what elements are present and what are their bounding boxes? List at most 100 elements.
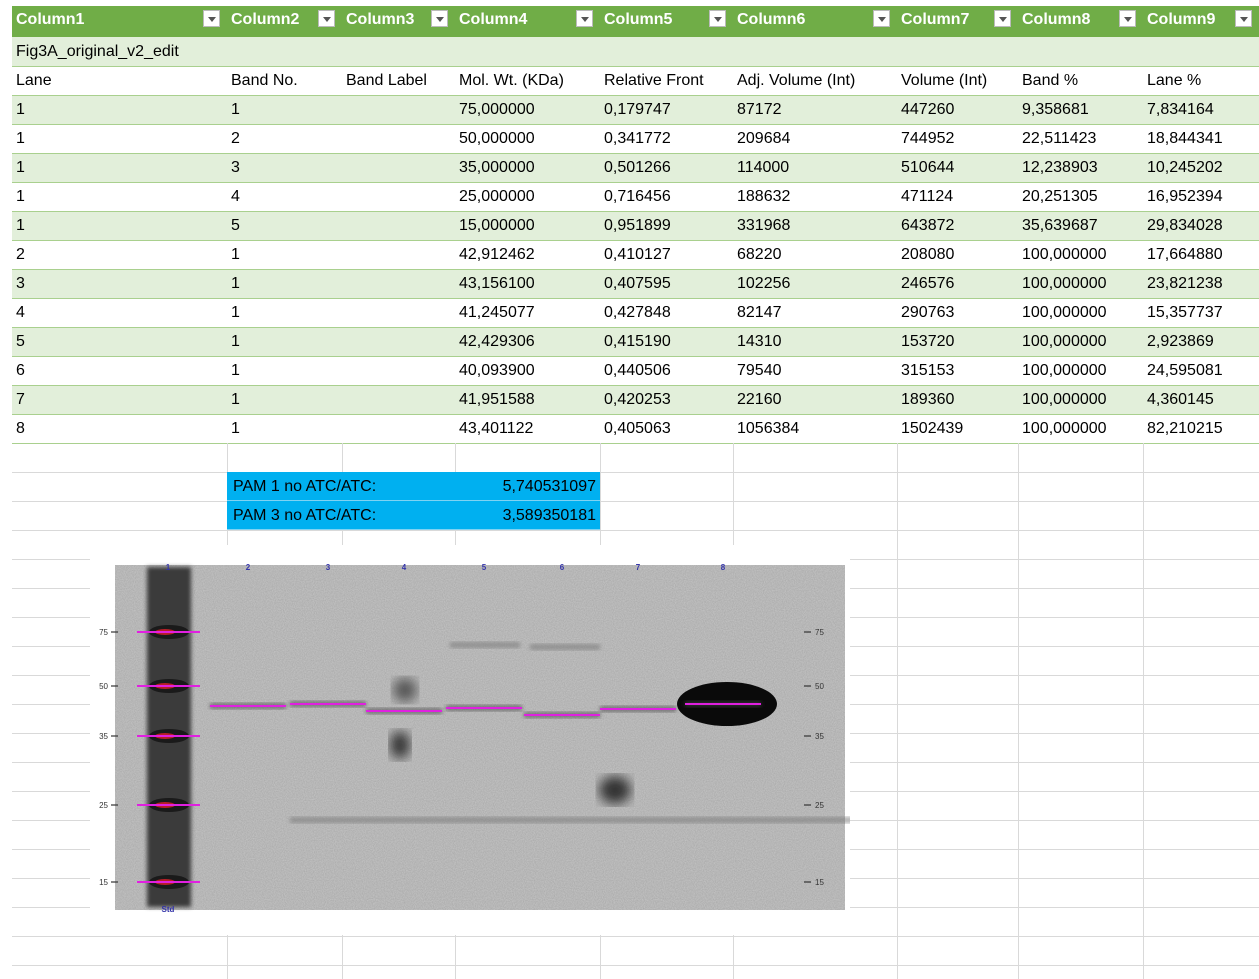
filter-button[interactable] — [994, 10, 1011, 27]
filter-button[interactable] — [873, 10, 890, 27]
table-cell: 15,000000 — [455, 211, 535, 240]
table-cell: 6 — [12, 356, 25, 385]
table-cell: 209684 — [733, 124, 790, 153]
table-cell: 4 — [12, 298, 25, 327]
row-line — [12, 965, 1259, 966]
table-cell: 15,357737 — [1143, 298, 1223, 327]
table-cell: 1 — [12, 124, 25, 153]
spreadsheet: {"header":{"columns":["Column1","Column2… — [0, 0, 1259, 979]
marker-label: 15 — [815, 878, 824, 887]
table-cell: 153720 — [897, 327, 954, 356]
std-label: Std — [162, 905, 175, 914]
table-cell: 246576 — [897, 269, 954, 298]
table-cell: 4 — [227, 182, 240, 211]
table-cell: 1 — [227, 414, 240, 443]
marker-label: 25 — [99, 801, 108, 810]
filter-button[interactable] — [431, 10, 448, 27]
table-cell: 0,341772 — [600, 124, 671, 153]
table-cell: 16,952394 — [1143, 182, 1223, 211]
table-cell: 0,501266 — [600, 153, 671, 182]
table-cell: 3 — [12, 269, 25, 298]
table-cell: 17,664880 — [1143, 240, 1223, 269]
column-line — [897, 443, 898, 979]
table-cell: 40,093900 — [455, 356, 535, 385]
column-label: Lane % — [1143, 66, 1201, 95]
table-cell: 9,358681 — [1018, 95, 1089, 124]
marker-label: 25 — [815, 801, 824, 810]
table-cell: 0,716456 — [600, 182, 671, 211]
table-cell: 43,401122 — [455, 414, 533, 443]
table-cell: 42,429306 — [455, 327, 535, 356]
table-cell: 42,912462 — [455, 240, 535, 269]
lane-label: 1 — [166, 563, 171, 572]
table-cell: 1056384 — [733, 414, 799, 443]
column-label: Band No. — [227, 66, 298, 95]
table-cell: 43,156100 — [455, 269, 535, 298]
table-cell: 41,951588 — [455, 385, 535, 414]
lane-label: 6 — [560, 563, 565, 572]
blob — [599, 776, 631, 804]
faint-band — [450, 642, 520, 648]
table-cell: 87172 — [733, 95, 782, 124]
table-cell: 10,245202 — [1143, 153, 1223, 182]
table-cell: 100,000000 — [1018, 356, 1107, 385]
table-cell: 100,000000 — [1018, 385, 1107, 414]
filter-button[interactable] — [1119, 10, 1136, 27]
column-label: Lane — [12, 66, 52, 95]
column-label: Adj. Volume (Int) — [733, 66, 855, 95]
table-cell: 5 — [12, 327, 25, 356]
table-cell: 23,821238 — [1143, 269, 1223, 298]
filter-button[interactable] — [576, 10, 593, 27]
table-cell: 643872 — [897, 211, 954, 240]
column-label: Volume (Int) — [897, 66, 987, 95]
filter-button[interactable] — [203, 10, 220, 27]
faint-band — [290, 817, 850, 823]
table-cell: 50,000000 — [455, 124, 535, 153]
table-cell: 1 — [12, 95, 25, 124]
lane-label: 8 — [721, 563, 726, 572]
marker-label: 15 — [99, 878, 108, 887]
table-cell: 14310 — [733, 327, 782, 356]
table-cell: 7 — [12, 385, 25, 414]
table-cell: 0,440506 — [600, 356, 671, 385]
table-cell: 100,000000 — [1018, 327, 1107, 356]
blob — [393, 678, 417, 702]
table-cell: 447260 — [897, 95, 954, 124]
marker-label: 50 — [99, 682, 108, 691]
table-cell: 35,000000 — [455, 153, 535, 182]
table-cell: 0,407595 — [600, 269, 671, 298]
filter-button[interactable] — [318, 10, 335, 27]
table-cell: 18,844341 — [1143, 124, 1223, 153]
table-cell: 1 — [227, 298, 240, 327]
table-cell: 1 — [227, 95, 240, 124]
marker-label: 35 — [99, 732, 108, 741]
table-cell: 1 — [227, 356, 240, 385]
table-cell: 0,410127 — [600, 240, 671, 269]
table-cell: 1 — [227, 240, 240, 269]
table-cell: 188632 — [733, 182, 790, 211]
column-label: Band % — [1018, 66, 1078, 95]
row-band — [12, 37, 1259, 66]
row-line — [12, 936, 1259, 937]
table-cell: 0,405063 — [600, 414, 671, 443]
table-cell: 22160 — [733, 385, 782, 414]
filter-button[interactable] — [1235, 10, 1252, 27]
column-line — [1018, 443, 1019, 979]
marker-label: 50 — [815, 682, 824, 691]
table-cell: 1 — [12, 182, 25, 211]
filter-button[interactable] — [709, 10, 726, 27]
table-cell: 315153 — [897, 356, 954, 385]
table-cell: 29,834028 — [1143, 211, 1223, 240]
table-cell: 1 — [227, 269, 240, 298]
table-cell: 744952 — [897, 124, 954, 153]
gel-noise — [115, 565, 845, 910]
table-cell: 510644 — [897, 153, 954, 182]
column-label: Band Label — [342, 66, 427, 95]
table-cell: 1502439 — [897, 414, 963, 443]
table-cell: 0,415190 — [600, 327, 671, 356]
column-label: Mol. Wt. (KDa) — [455, 66, 564, 95]
lane-label: 3 — [326, 563, 331, 572]
table-cell: 290763 — [897, 298, 954, 327]
table-cell: 5 — [227, 211, 240, 240]
column-line — [1143, 443, 1144, 979]
